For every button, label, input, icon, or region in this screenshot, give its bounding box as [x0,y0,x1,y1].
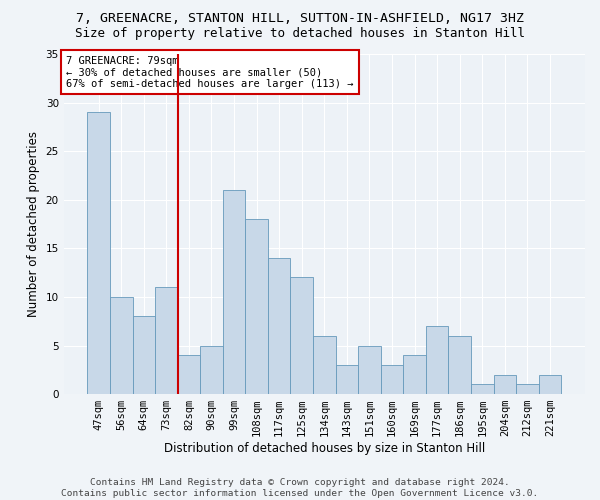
Bar [539,374,562,394]
Text: 7, GREENACRE, STANTON HILL, SUTTON-IN-ASHFIELD, NG17 3HZ: 7, GREENACRE, STANTON HILL, SUTTON-IN-AS… [76,12,524,26]
X-axis label: Distribution of detached houses by size in Stanton Hill: Distribution of detached houses by size … [164,442,485,455]
Bar [268,258,290,394]
Bar [110,297,133,394]
Bar [358,346,381,394]
Bar [335,365,358,394]
Text: Size of property relative to detached houses in Stanton Hill: Size of property relative to detached ho… [75,28,525,40]
Bar [178,355,200,394]
Bar [471,384,494,394]
Y-axis label: Number of detached properties: Number of detached properties [27,131,40,317]
Bar [155,287,178,394]
Bar [223,190,245,394]
Bar [448,336,471,394]
Bar [516,384,539,394]
Bar [200,346,223,394]
Bar [313,336,335,394]
Bar [426,326,448,394]
Bar [88,112,110,394]
Bar [381,365,403,394]
Bar [290,278,313,394]
Bar [494,374,516,394]
Bar [133,316,155,394]
Text: 7 GREENACRE: 79sqm
← 30% of detached houses are smaller (50)
67% of semi-detache: 7 GREENACRE: 79sqm ← 30% of detached hou… [66,56,354,89]
Text: Contains HM Land Registry data © Crown copyright and database right 2024.
Contai: Contains HM Land Registry data © Crown c… [61,478,539,498]
Bar [403,355,426,394]
Bar [245,219,268,394]
